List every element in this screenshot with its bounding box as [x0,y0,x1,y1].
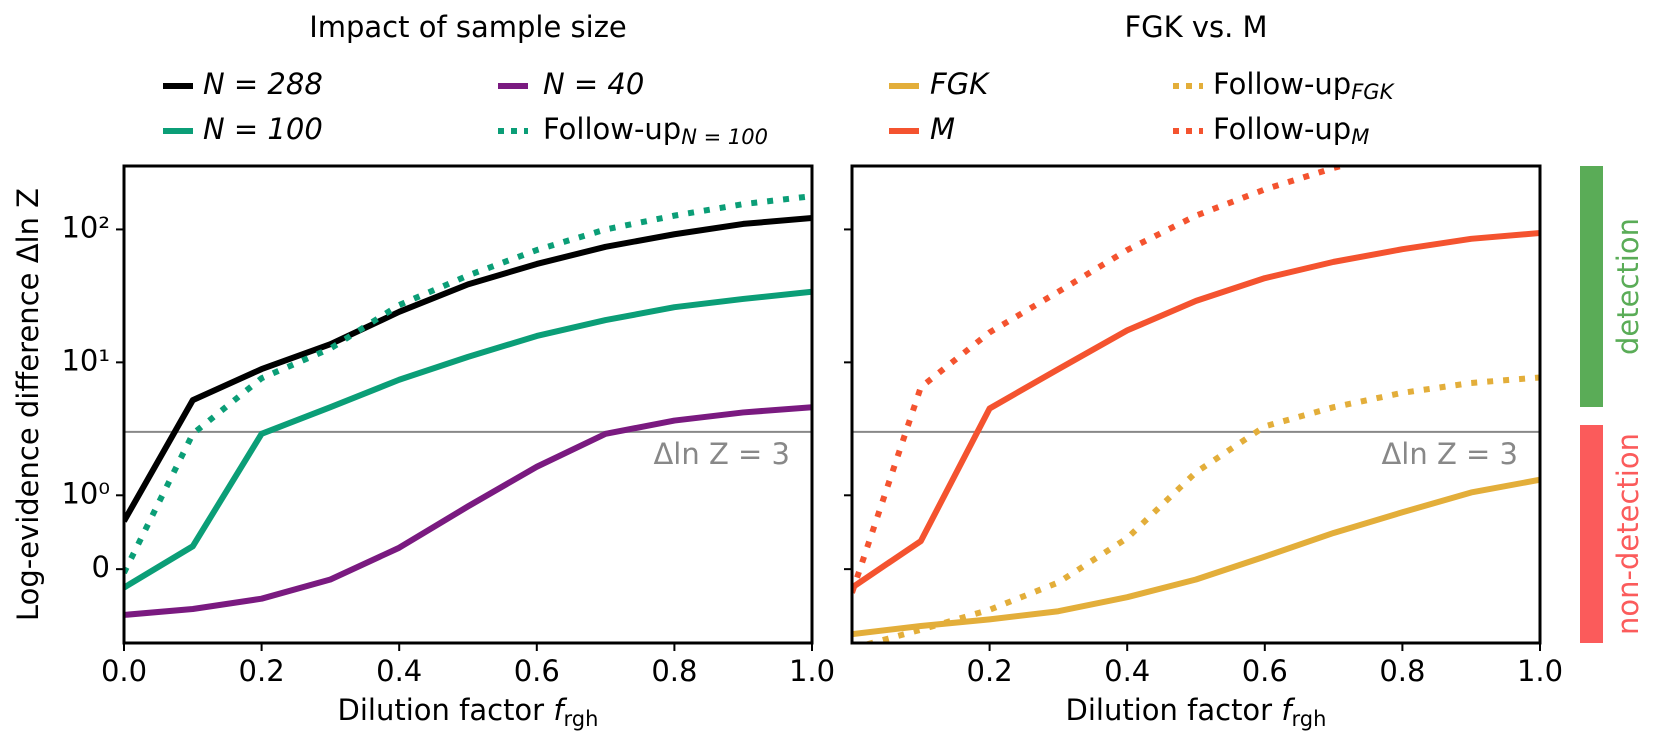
series-line [852,166,1353,594]
legend-text: Follow-up [543,112,681,146]
x-axis-label: Dilution factor frgh [1066,693,1327,731]
legend-sub: N = 100 [681,125,768,149]
series-line [124,404,812,618]
side-label: non-detection [1611,433,1645,635]
legend-label: N = 100 [203,112,323,146]
plot-area [852,166,1540,643]
x-tick-label: 0.8 [651,654,697,688]
y-axis-label: Log-evidence difference Δln Z [11,188,45,621]
legend-text: Follow-up [1213,112,1351,146]
series-line [860,374,1540,643]
threshold-label: Δln Z = 3 [653,437,790,471]
legend-sub: M [1351,125,1369,149]
y-tick-label: 10⁰ [61,476,110,510]
legend-label: N = 40 [543,67,644,101]
x-label-sub: rgh [1292,707,1327,731]
y-tick-label: 10² [61,210,110,244]
chart-title: FGK vs. M [1124,10,1267,44]
x-tick-label: 0.6 [514,654,560,688]
y-tick-label: 10¹ [61,343,110,377]
axes-frame [850,164,1542,645]
y-tick-label: 0 [92,550,110,584]
x-tick-label: 0.2 [239,654,285,688]
x-tick-label: 0.4 [376,654,422,688]
side-label: detection [1611,218,1645,355]
x-tick-label: 0.8 [1379,654,1425,688]
axes-frame [122,164,814,645]
side-bar [1580,425,1603,643]
series-line [124,288,812,591]
x-axis-label: Dilution factor frgh [338,693,599,731]
legend-label: Follow-upFGK [1213,67,1396,104]
legend-text: Follow-up [1213,67,1351,101]
series-line [852,476,1540,638]
legend-label: Follow-upN = 100 [543,112,768,149]
x-tick-label: 0.4 [1104,654,1150,688]
series-line [124,214,812,523]
x-tick-label: 0.2 [967,654,1013,688]
legend-sub: FGK [1351,80,1395,104]
legend-label: Follow-upM [1213,112,1369,149]
series-line [852,230,1540,591]
x-tick-label: 0.6 [1242,654,1288,688]
legend-label: N = 288 [203,67,323,101]
chart-title: Impact of sample size [309,10,627,44]
legend-label: M [930,112,955,146]
threshold-label: Δln Z = 3 [1381,437,1518,471]
x-label-sub: rgh [564,707,599,731]
side-bar [1580,166,1603,407]
x-tick-label: 0.0 [101,654,147,688]
legend-label: FGK [930,67,990,101]
x-tick-label: 1.0 [1517,654,1563,688]
plot-area [124,193,812,618]
x-tick-label: 1.0 [789,654,835,688]
x-label-text: Dilution factor [338,693,554,727]
x-label-text: Dilution factor [1066,693,1282,727]
